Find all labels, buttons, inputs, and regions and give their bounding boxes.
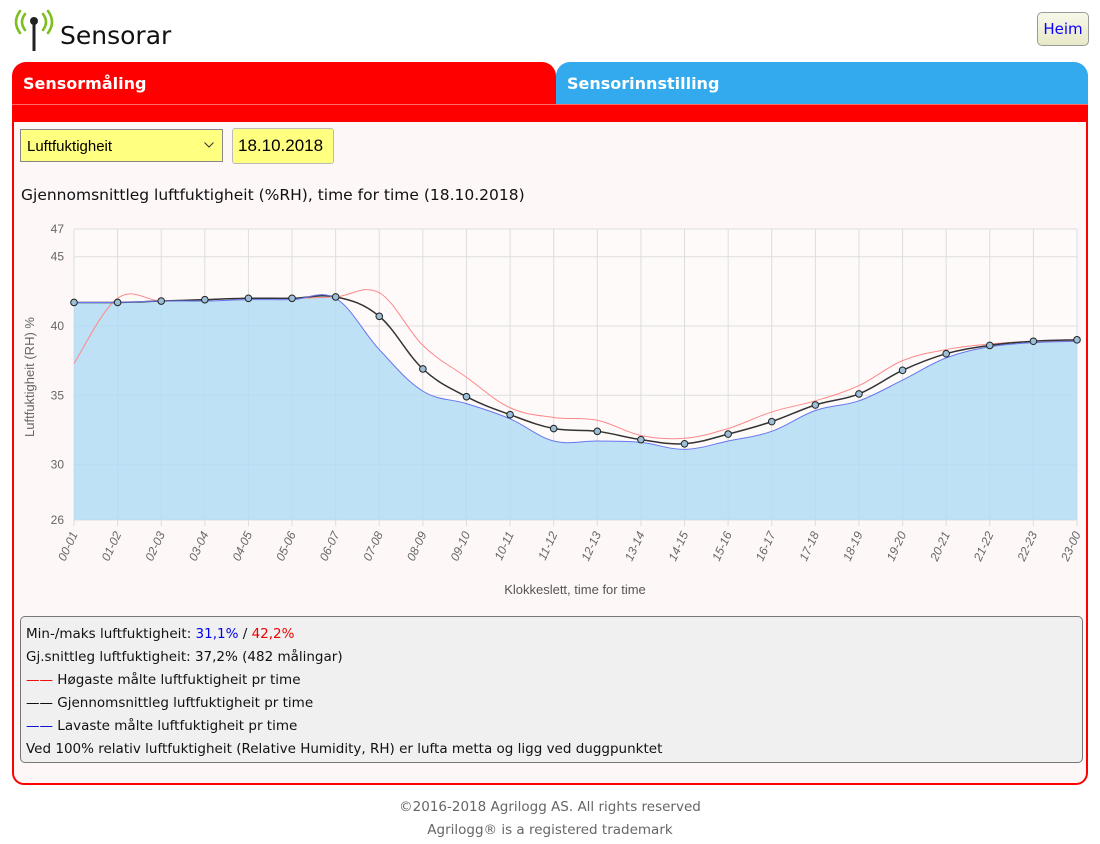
x-tick-label: 18-19 <box>840 529 866 563</box>
y-tick-label: 47 <box>51 222 65 236</box>
average-data-point <box>767 417 776 426</box>
legend-low: —— Lavaste målte luftfuktigheit pr time <box>26 715 1077 738</box>
x-tick-label: 19-20 <box>884 529 910 563</box>
x-tick-label: 20-21 <box>927 529 953 564</box>
x-tick-label: 04-05 <box>229 529 255 563</box>
average-data-point <box>985 341 994 350</box>
measure-select[interactable]: Luftfuktigheit <box>20 129 223 162</box>
average-data-point <box>811 401 820 409</box>
saturation-note: Ved 100% relativ luftfuktigheit (Relativ… <box>26 741 663 757</box>
footer: ©2016-2018 Agrilogg AS. All rights reser… <box>0 796 1100 842</box>
antenna-signal-icon <box>14 9 54 51</box>
average-data-point <box>637 435 645 444</box>
average-data-point <box>419 365 427 373</box>
tab-underline <box>12 104 1088 124</box>
average-data-point <box>1073 336 1081 344</box>
average-data-point <box>506 410 514 419</box>
summary-box: Min-/maks luftfuktigheit: 31,1% / 42,2% … <box>20 616 1083 763</box>
legend-high-label: Høgaste målte luftfuktigheit pr time <box>53 672 301 688</box>
minmax-prefix: Min-/maks luftfuktigheit: <box>26 626 196 642</box>
average-data-point <box>375 312 384 321</box>
x-tick-label: 07-08 <box>360 529 386 563</box>
average-data-point <box>201 295 209 304</box>
tab-sensor-measurement[interactable]: Sensormåling <box>12 62 556 104</box>
max-value: 42,2% <box>251 626 295 642</box>
tab-label: Sensorinnstilling <box>567 74 720 93</box>
x-tick-label: 13-14 <box>622 529 648 563</box>
average-data-point <box>855 390 863 398</box>
x-tick-label: 12-13 <box>578 529 604 563</box>
average-data-point <box>898 366 907 375</box>
humidity-chart: 26 30 35 40 45 47 00-01 01-02 02-03 03-04 04-05 05… <box>22 222 1084 597</box>
x-tick-label: 02-03 <box>142 529 168 563</box>
trademark-text: Agrilogg® is a registered trademark <box>427 822 673 838</box>
average-data-point <box>244 294 253 303</box>
y-tick-label: 30 <box>51 458 65 472</box>
x-tick-label: 00-01 <box>55 529 81 563</box>
measure-select-value: Luftfuktigheit <box>27 138 113 155</box>
x-tick-label: 10-11 <box>492 529 517 562</box>
average-data-point <box>1029 337 1038 346</box>
minmax-line: Min-/maks luftfuktigheit: 31,1% / 42,2% <box>26 623 1077 646</box>
x-tick-label: 09-10 <box>448 529 474 563</box>
average-data-point <box>680 439 689 448</box>
average-data-point <box>113 298 122 307</box>
app-title: Sensorar <box>60 20 172 50</box>
x-tick-label: 05-06 <box>273 529 299 563</box>
tab-bar: Sensormåling Sensorinnstilling <box>12 62 1088 124</box>
x-tick-label: 03-04 <box>186 529 212 563</box>
x-axis-label: Klokkeslett, time for time <box>504 582 646 597</box>
copyright-text: ©2016-2018 Agrilogg AS. All rights reser… <box>399 799 701 815</box>
x-tick-label: 21-22 <box>970 529 996 564</box>
legend-low-label: Lavaste målte luftfuktigheit pr time <box>53 718 298 734</box>
average-data-point <box>549 424 558 433</box>
average-line: Gj.snittleg luftfuktigheit: 37,2% (482 m… <box>26 649 343 665</box>
x-tick-label: 08-09 <box>404 529 430 563</box>
average-data-point <box>157 297 166 305</box>
average-data-point <box>331 293 340 301</box>
y-tick-label: 45 <box>51 250 65 264</box>
minmax-separator: / <box>238 626 252 642</box>
legend-black-dash: —— <box>26 695 53 711</box>
tab-sensor-settings[interactable]: Sensorinnstilling <box>556 62 1088 104</box>
average-data-point <box>724 430 732 438</box>
x-tick-label: 15-16 <box>709 529 735 563</box>
x-tick-label: 16-17 <box>753 528 779 563</box>
x-tick-label: 17-18 <box>796 529 822 563</box>
x-tick-label: 23-00 <box>1058 529 1084 564</box>
y-tick-label: 35 <box>51 388 65 402</box>
tab-label: Sensormåling <box>23 74 147 93</box>
date-input[interactable]: 18.10.2018 <box>232 128 334 164</box>
y-tick-label: 26 <box>51 513 65 527</box>
legend-average-label: Gjennomsnittleg luftfuktigheit pr time <box>53 695 314 711</box>
min-value: 31,1% <box>195 626 239 642</box>
chevron-down-icon <box>204 142 214 148</box>
area-fill <box>74 294 1077 520</box>
x-tick-label: 06-07 <box>317 528 343 563</box>
y-axis-label: Luftfuktigheit (RH) % <box>22 317 37 437</box>
x-tick-label: 22-23 <box>1014 529 1040 564</box>
x-tick-label: 01-02 <box>99 529 125 563</box>
home-button[interactable]: Heim <box>1037 12 1089 46</box>
x-tick-label: 14-15 <box>666 529 692 563</box>
y-tick-label: 40 <box>51 319 65 333</box>
legend-high: —— Høgaste målte luftfuktigheit pr time <box>26 669 1077 692</box>
chart-title: Gjennomsnittleg luftfuktigheit (%RH), ti… <box>21 186 525 204</box>
logo: Sensorar <box>12 8 171 52</box>
average-data-point <box>593 427 602 436</box>
average-data-point <box>462 392 471 401</box>
average-data-point <box>70 298 78 307</box>
average-data-point <box>288 294 296 303</box>
legend-red-dash: —— <box>26 672 53 688</box>
legend-average: —— Gjennomsnittleg luftfuktigheit pr tim… <box>26 692 1077 715</box>
header: Sensorar Heim <box>0 0 1100 60</box>
content-panel: Luftfuktigheit 18.10.2018 Gjennomsnittle… <box>12 122 1088 785</box>
x-tick-label: 11-12 <box>535 529 560 562</box>
legend-blue-dash: —— <box>26 718 53 734</box>
average-data-point <box>942 349 950 358</box>
